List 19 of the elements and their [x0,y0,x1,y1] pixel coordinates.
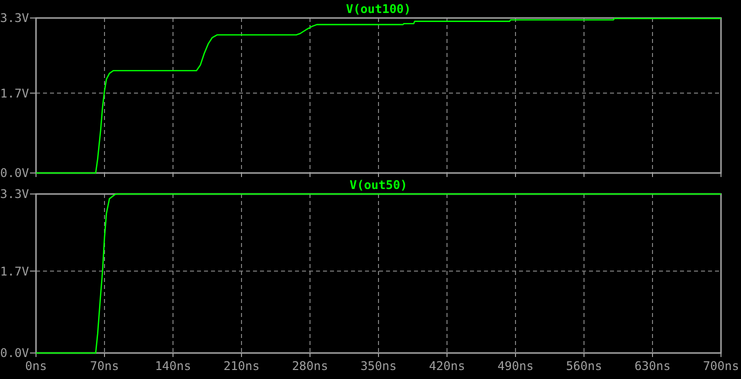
y-tick-label: 0.0V [0,346,29,360]
x-tick-label: 490ns [497,359,534,373]
x-tick-label: 700ns [702,359,740,373]
y-tick-label: 0.0V [0,166,29,180]
x-tick-label: 420ns [428,359,466,373]
x-tick-label: 140ns [154,359,192,373]
y-tick-label: 1.7V [0,86,29,100]
y-tick-label: 3.3V [0,11,29,26]
x-tick-label: 350ns [360,359,397,373]
chart-title: V(out100) [346,2,412,16]
y-tick-label: 3.3V [0,187,29,202]
x-tick-label: 280ns [292,359,328,373]
x-tick-label: 70ns [90,359,119,373]
x-tick-label: 0ns [25,359,47,373]
x-tick-label: 630ns [634,359,671,373]
chart-title: V(out50) [350,178,408,192]
x-tick-label: 210ns [223,359,260,373]
y-tick-label: 1.7V [0,264,29,278]
x-tick-label: 560ns [566,359,602,373]
